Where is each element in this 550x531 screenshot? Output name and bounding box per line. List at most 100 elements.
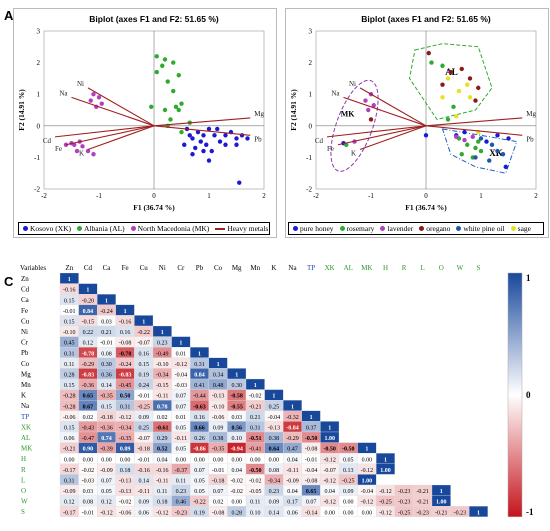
heatmap-cell xyxy=(469,506,488,517)
cell-value: -0.23 xyxy=(398,489,411,495)
cell-value: 0.08 xyxy=(101,351,112,357)
cell-value: -0.18 xyxy=(137,447,150,453)
cell-value: -0.11 xyxy=(286,468,298,474)
data-point xyxy=(368,117,374,122)
data-point xyxy=(478,148,484,154)
cell-value: -0.12 xyxy=(323,457,336,463)
row-header: Cr xyxy=(21,339,29,347)
x-tick-label: 2 xyxy=(534,192,538,200)
row-header: MK xyxy=(21,445,32,453)
cell-value: 0.31 xyxy=(250,425,260,431)
cell-value: -0.08 xyxy=(305,478,318,484)
cell-value: -0.12 xyxy=(379,510,392,516)
cell-value: -0.83 xyxy=(82,372,95,378)
row-header: Mn xyxy=(21,381,31,389)
column-header: O xyxy=(439,264,444,272)
cell-value: 0.19 xyxy=(194,510,205,516)
legend-item: white pine oil xyxy=(456,224,505,233)
y-tick-label: -1 xyxy=(306,154,312,162)
cell-value: 1 xyxy=(198,351,201,357)
vector-label: Fe xyxy=(55,145,62,153)
x-tick-label: 1 xyxy=(479,192,483,200)
column-header: Cd xyxy=(84,264,93,272)
cell-value: -0.24 xyxy=(119,362,132,368)
cell-value: 1 xyxy=(440,489,443,495)
data-point xyxy=(223,142,228,147)
data-point xyxy=(80,144,85,149)
cell-value: 0.06 xyxy=(138,510,149,516)
cell-value: 0.07 xyxy=(101,478,112,484)
cell-value: 0.00 xyxy=(250,457,260,463)
column-header: K xyxy=(271,264,276,272)
cell-value: -0.13 xyxy=(119,489,132,495)
al-group-hull xyxy=(408,43,493,121)
x-tick-label: 2 xyxy=(262,192,266,200)
cell-value: 0.15 xyxy=(64,383,75,389)
data-point xyxy=(239,133,245,138)
x-tick-label: -2 xyxy=(41,192,47,200)
legend-swatch xyxy=(456,226,462,231)
cell-value: 1 xyxy=(217,362,220,368)
cell-value: -0.35 xyxy=(119,436,132,442)
legend-item: Kosovo (XK) xyxy=(23,224,71,233)
row-header: Fe xyxy=(21,307,28,315)
cell-value: -0.01 xyxy=(100,341,113,347)
data-point xyxy=(212,133,217,138)
cell-value: 0.03 xyxy=(101,319,112,325)
cell-value: -0.07 xyxy=(323,468,336,474)
cell-value: -0.36 xyxy=(82,383,95,389)
data-point xyxy=(182,142,187,147)
y-tick-label: 3 xyxy=(309,28,313,36)
cell-value: 0.05 xyxy=(194,478,205,484)
data-point xyxy=(489,142,495,147)
cell-value: -0.51 xyxy=(249,436,261,442)
cell-value: 0.00 xyxy=(101,457,112,463)
data-point xyxy=(426,50,431,56)
cell-value: 0.28 xyxy=(231,510,242,516)
cell-value: 0.31 xyxy=(194,362,205,368)
cell-value: 0.11 xyxy=(176,478,186,484)
cell-value: 0.48 xyxy=(213,383,224,389)
data-point xyxy=(363,98,368,103)
cell-value: 0.12 xyxy=(64,500,75,506)
cell-value: 0.01 xyxy=(176,415,187,421)
legend-item: North Macedonia (MK) xyxy=(130,224,210,233)
cell-value: -0.11 xyxy=(138,489,150,495)
colorbar-tick-label: 1 xyxy=(526,273,531,283)
row-header: O xyxy=(21,487,26,495)
cell-value: 0.03 xyxy=(231,415,242,421)
loading-vector xyxy=(425,125,523,136)
cell-value: 0.10 xyxy=(231,436,242,442)
data-point xyxy=(470,134,475,140)
data-point xyxy=(162,107,168,113)
data-point xyxy=(209,148,214,154)
cell-value: -0.04 xyxy=(175,372,188,378)
cell-value: -0.13 xyxy=(212,394,225,400)
data-point xyxy=(99,101,104,106)
cell-value: 0.09 xyxy=(138,415,149,421)
loading-vector xyxy=(343,96,427,127)
cell-value: -0.02 xyxy=(230,489,243,495)
y-tick-label: 1 xyxy=(37,91,41,99)
data-point xyxy=(495,148,500,154)
data-point xyxy=(168,117,173,122)
y-tick-label: 0 xyxy=(37,122,41,130)
cell-value: 0.00 xyxy=(231,457,242,463)
cell-value: -0.01 xyxy=(212,468,225,474)
legend-item: sage xyxy=(510,224,531,233)
data-point xyxy=(165,79,170,84)
legend-swatch xyxy=(293,226,298,231)
data-point xyxy=(201,148,206,154)
loading-vector xyxy=(54,125,155,138)
cell-value: -0.03 xyxy=(175,383,188,389)
column-header: Fe xyxy=(122,264,129,272)
data-point xyxy=(215,126,220,132)
cell-value: -0.29 xyxy=(82,362,95,368)
data-point xyxy=(91,152,96,157)
legend-label: North Macedonia (MK) xyxy=(137,224,210,233)
data-point xyxy=(154,54,159,59)
legend-item: pure honey xyxy=(293,224,334,233)
cell-value: 0.21 xyxy=(250,415,260,421)
cell-value: 1 xyxy=(105,298,108,304)
data-point xyxy=(201,133,206,138)
